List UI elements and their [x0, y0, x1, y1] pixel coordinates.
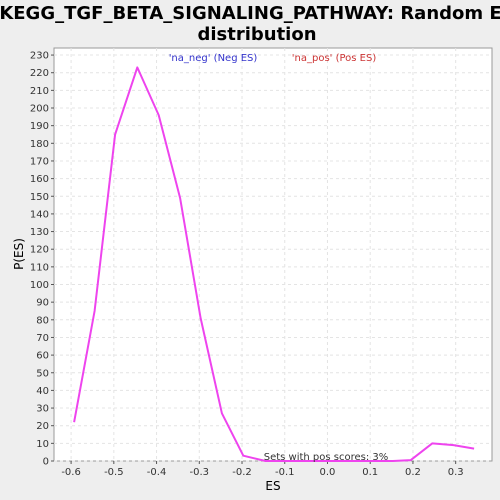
legend-entry-pos: 'na_pos' (Pos ES): [292, 53, 377, 64]
y-tick-label: 140: [30, 209, 49, 220]
legend-entry-neg: 'na_neg' (Neg ES): [169, 53, 258, 64]
y-tick-label: 210: [30, 86, 49, 97]
y-tick-label: 130: [30, 227, 49, 238]
x-tick-label: -0.2: [232, 467, 252, 478]
annotation-pos-scores: Sets with pos scores: 3%: [264, 452, 389, 463]
y-tick-label: 30: [36, 404, 49, 415]
y-tick-label: 110: [30, 262, 49, 273]
legend: 'na_neg' (Neg ES) 'na_pos' (Pos ES): [169, 53, 377, 64]
y-tick-label: 60: [36, 351, 49, 362]
grid-lines: [54, 48, 492, 462]
y-tick-label: 70: [36, 333, 49, 344]
series-layer: [73, 66, 475, 462]
y-tick-label: 50: [36, 368, 49, 379]
x-tick-label: -0.3: [190, 467, 210, 478]
x-tick-label: -0.4: [147, 467, 167, 478]
y-tick-label: 190: [30, 121, 49, 132]
y-tick-label: 200: [30, 104, 49, 115]
y-tick-label: 220: [30, 68, 49, 79]
y-tick-label: 0: [43, 457, 49, 468]
x-tick-label: 0.0: [320, 467, 336, 478]
y-tick-label: 40: [36, 386, 49, 397]
x-tick-label: 0.2: [405, 467, 421, 478]
y-tick-label: 170: [30, 156, 49, 167]
y-tick-label: 80: [36, 315, 49, 326]
x-tick-label: 0.1: [362, 467, 378, 478]
series-line-0: [73, 66, 475, 462]
axes: 0 10 20 30 40 50 60 70 80 90 100 110 120 130 140 150 160…: [30, 51, 464, 478]
y-tick-label: 20: [36, 421, 49, 432]
y-tick-label: 100: [30, 280, 49, 291]
y-tick-label: 160: [30, 174, 49, 185]
x-tick-label: -0.5: [104, 467, 124, 478]
chart-title-line-1: KEGG_TGF_BETA_SIGNALING_PATHWAY: Random …: [0, 3, 500, 24]
y-tick-label: 150: [30, 192, 49, 203]
x-tick-label: -0.6: [61, 467, 81, 478]
y-tick-label: 90: [36, 298, 49, 309]
y-tick-label: 120: [30, 245, 49, 256]
x-axis-label: ES: [265, 479, 280, 493]
y-tick-label: 10: [36, 439, 49, 450]
x-tick-label: 0.3: [448, 467, 464, 478]
y-axis-label: P(ES): [12, 238, 26, 270]
y-tick-label: 180: [30, 139, 49, 150]
x-tick-label: -0.1: [275, 467, 295, 478]
y-tick-label: 230: [30, 51, 49, 62]
chart-title-line-2: distribution: [197, 24, 316, 45]
plot-area: [53, 47, 493, 462]
